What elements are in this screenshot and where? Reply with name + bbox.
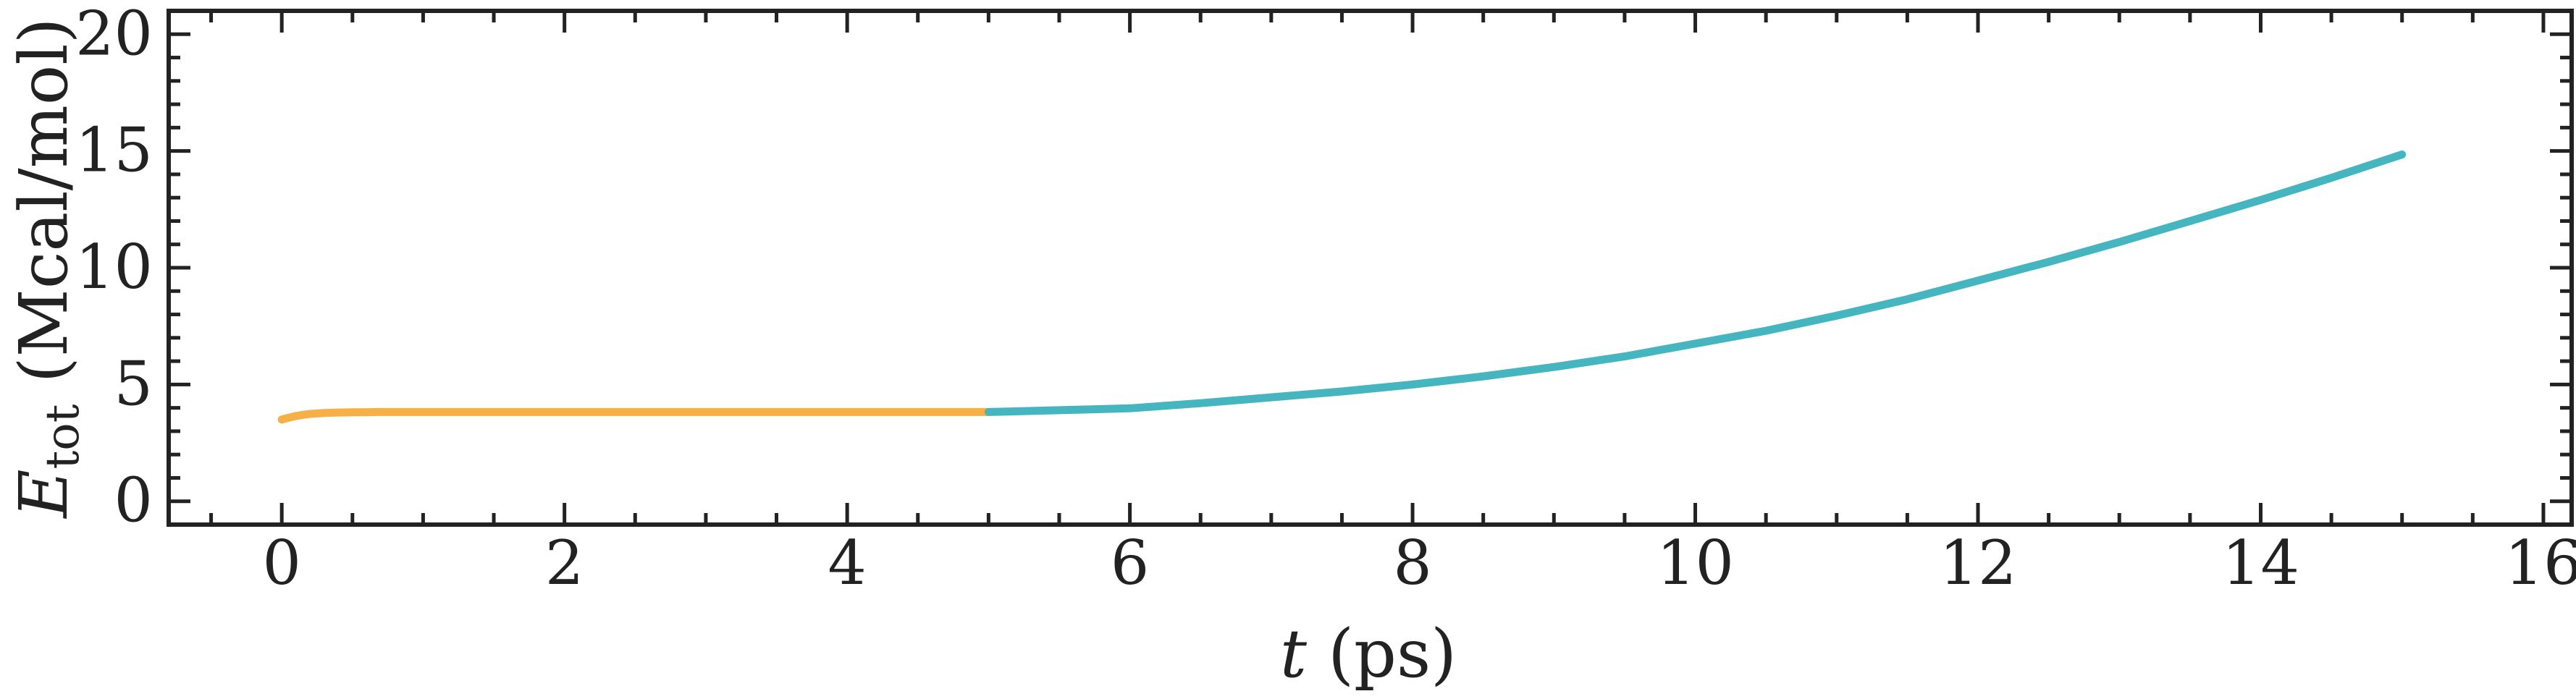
y-axis-subscript: tot <box>36 404 90 469</box>
x-tick-label: 16 <box>2505 528 2576 598</box>
x-tick-label: 12 <box>1940 528 2017 598</box>
series-line-1 <box>277 407 993 424</box>
y-tick-label: 20 <box>75 0 153 69</box>
plot-area <box>277 151 2407 424</box>
x-tick-label: 0 <box>262 528 300 598</box>
y-axis-label: Etot (Mcal/mol) <box>5 17 90 519</box>
x-tick-label: 6 <box>1111 528 1149 598</box>
x-tick-label: 14 <box>2222 528 2299 598</box>
x-tick-label: 4 <box>828 528 866 598</box>
y-axis-variable: E <box>5 469 83 519</box>
y-tick-label: 10 <box>75 232 153 302</box>
y-tick-label: 5 <box>114 348 153 419</box>
x-axis-variable: t <box>1280 615 1308 692</box>
axis-ticks <box>169 11 2572 525</box>
axes-frame <box>167 9 2574 527</box>
x-axis-unit: (ps) <box>1307 615 1457 692</box>
series-line-2 <box>984 151 2407 416</box>
y-tick-label: 15 <box>75 115 153 186</box>
x-axis-label: t (ps) <box>1280 615 1457 692</box>
y-tick-label: 0 <box>114 465 153 536</box>
x-tick-label: 10 <box>1657 528 1734 598</box>
tick-labels: 0 2 4 6 8 10 12 14 16 0 5 10 15 20 <box>75 0 2576 598</box>
x-tick-label: 2 <box>545 528 584 598</box>
y-axis-unit: (Mcal/mol) <box>5 17 83 404</box>
x-tick-label: 8 <box>1393 528 1431 598</box>
